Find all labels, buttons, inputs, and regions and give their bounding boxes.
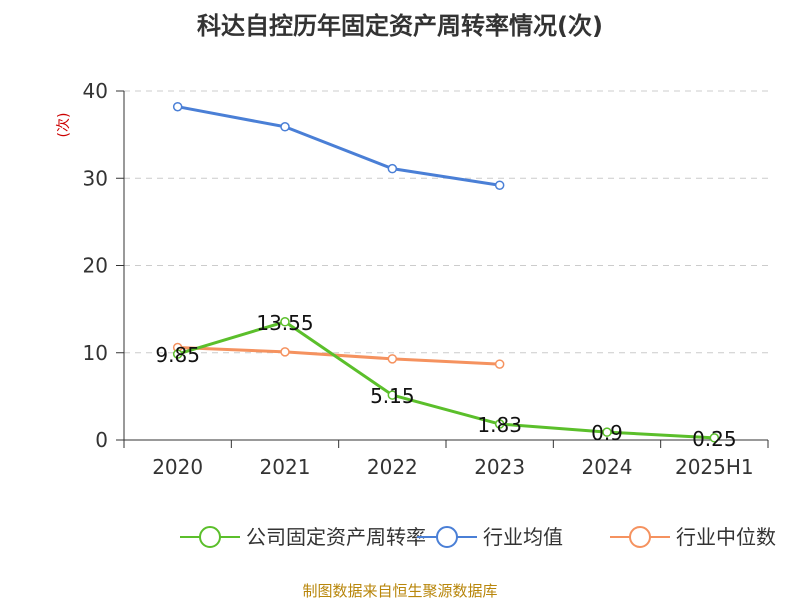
x-tick-label-2023: 2023 (474, 455, 525, 479)
series-line-行业均值 (177, 105, 500, 187)
series-group (172, 101, 720, 443)
x-tick-label-2022: 2022 (367, 455, 418, 479)
legend-marker-行业中位数 (629, 526, 651, 548)
point-公司固定资产周转率-2021 (280, 317, 290, 327)
legend-marker-公司固定资产周转率 (199, 526, 221, 548)
x-tick-label-2021: 2021 (260, 455, 311, 479)
data-label-2025H1: 0.25 (692, 427, 737, 451)
series-line-行业中位数 (177, 346, 500, 366)
point-行业中位数-2022 (387, 354, 398, 364)
legend-label-行业均值: 行业均值 (483, 525, 563, 549)
point-行业均值-2020 (172, 101, 183, 112)
legend-label-公司固定资产周转率: 公司固定资产周转率 (246, 525, 426, 549)
point-行业均值-2023 (494, 180, 505, 190)
y-tick-label-30: 30 (83, 166, 108, 190)
point-公司固定资产周转率-2022 (387, 390, 398, 400)
x-tick-label-2020: 2020 (152, 455, 203, 479)
legend-label-行业中位数: 行业中位数 (676, 525, 776, 549)
grid-lines (124, 90, 768, 354)
y-axis-unit: (次) (56, 113, 72, 138)
legend-marker-行业均值 (436, 526, 458, 548)
data-label-2022: 5.15 (370, 384, 415, 408)
data-labels: 9.85 13.55 5.15 1.83 0.9 0.25 (155, 311, 736, 451)
point-公司固定资产周转率-2025H1 (709, 433, 720, 443)
point-公司固定资产周转率-2020 (172, 349, 183, 359)
point-行业均值-2021 (280, 122, 290, 132)
x-tick-label-2024: 2024 (582, 455, 633, 479)
data-label-2024: 0.9 (591, 421, 623, 445)
x-tick-label-2025H1: 2025H1 (675, 455, 754, 479)
point-行业中位数-2023 (494, 359, 505, 369)
data-label-2020: 9.85 (155, 343, 200, 367)
series-line-公司固定资产周转率 (177, 320, 715, 440)
data-label-2021: 13.55 (256, 311, 313, 335)
chart-title: 科达自控历年固定资产周转率情况(次) (197, 12, 603, 40)
point-公司固定资产周转率-2023 (494, 419, 505, 429)
y-tick-label-10: 10 (83, 341, 108, 365)
y-tick-label-40: 40 (83, 79, 108, 103)
axes: 0 10 20 30 40 2020 2021 2022 2023 2024 2025H1 (83, 79, 769, 479)
source-note: 制图数据来自恒生聚源数据库 (302, 582, 497, 600)
point-公司固定资产周转率-2024 (602, 427, 612, 437)
y-tick-label-0: 0 (95, 428, 108, 452)
legend: 公司固定资产周转率 行业均值 行业中位数 (180, 525, 776, 549)
point-行业中位数-2021 (280, 347, 290, 357)
y-tick-label-20: 20 (83, 254, 108, 278)
data-label-2023: 1.83 (477, 413, 522, 437)
point-行业均值-2022 (387, 163, 398, 174)
